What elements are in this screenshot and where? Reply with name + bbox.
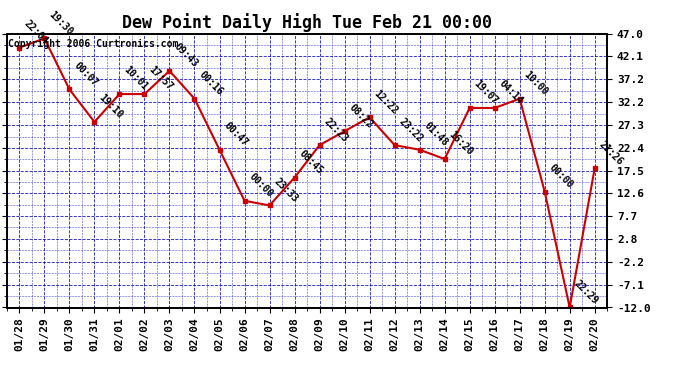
Text: 00:00: 00:00 [247, 171, 275, 200]
Text: 04:14: 04:14 [497, 79, 525, 106]
Text: 08:22: 08:22 [347, 102, 375, 130]
Text: Copyright 2006 Curtronics.com: Copyright 2006 Curtronics.com [8, 39, 179, 49]
Text: 10:00: 10:00 [522, 69, 550, 98]
Text: 19:10: 19:10 [97, 93, 125, 120]
Title: Dew Point Daily High Tue Feb 21 00:00: Dew Point Daily High Tue Feb 21 00:00 [122, 13, 492, 32]
Text: 12:22: 12:22 [372, 88, 400, 116]
Text: 19:30: 19:30 [47, 9, 75, 37]
Text: 00:00: 00:00 [547, 162, 575, 190]
Text: 23:22: 23:22 [397, 116, 425, 144]
Text: 00:47: 00:47 [222, 120, 250, 148]
Text: 21:26: 21:26 [598, 139, 625, 167]
Text: 16:20: 16:20 [447, 130, 475, 158]
Text: 10:01: 10:01 [122, 65, 150, 93]
Text: 00:16: 00:16 [197, 69, 225, 98]
Text: 22:29: 22:29 [572, 278, 600, 306]
Text: 08:45: 08:45 [297, 148, 325, 176]
Text: 09:43: 09:43 [172, 42, 200, 69]
Text: 00:07: 00:07 [72, 60, 100, 88]
Text: 22:23: 22:23 [322, 116, 350, 144]
Text: 01:48: 01:48 [422, 120, 450, 148]
Text: 19:07: 19:07 [472, 79, 500, 106]
Text: 22:04: 22:04 [22, 18, 50, 46]
Text: 17:57: 17:57 [147, 65, 175, 93]
Text: 23:33: 23:33 [272, 176, 300, 204]
